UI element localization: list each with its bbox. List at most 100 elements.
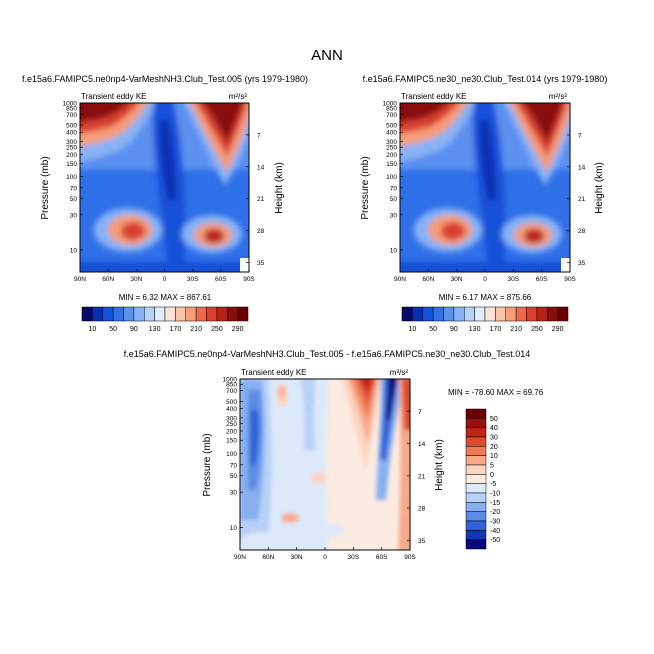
colorbar-swatch [465,446,487,456]
colorbar-swatch [237,306,249,322]
y-right-tick-label: 14 [257,164,265,171]
y-right-tick-label: 28 [257,228,265,235]
colorbar-swatch [175,306,186,322]
panel-1-ylabel: Pressure (mb) [40,156,51,219]
colorbar-label: 210 [510,326,522,333]
colorbar-label: -30 [490,519,500,526]
x-tick-label: 30N [291,554,303,561]
y-right-tick-label: 7 [578,132,582,139]
panel-1-units: m²/s² [229,92,248,101]
x-tick-label: 90N [74,276,86,283]
colorbar-swatch [465,418,487,428]
colorbar-label: 10 [88,326,96,333]
y-right-tick-label: 35 [578,260,586,267]
x-tick-label: 30S [348,554,360,561]
colorbar-swatch [515,306,527,322]
y-tick-label: 30 [230,490,238,497]
y-tick-label: 250 [226,421,237,428]
y-tick-label: 1000 [383,101,398,108]
y-tick-label: 70 [230,462,238,469]
y-tick-label: 100 [226,451,237,458]
colorbar-label: 40 [490,425,498,432]
colorbar-label: 10 [490,453,498,460]
colorbar-label: 90 [450,326,458,333]
colorbar-swatch [216,306,228,322]
colorbar-swatch [92,306,103,322]
panel-2-subtitle: Transient eddy KE [401,92,467,101]
y-tick-label: 850 [386,106,397,113]
colorbar-swatch [465,455,487,466]
panel-1-ylabel-right: Height (km) [274,162,285,214]
colorbar-label: 20 [490,444,498,451]
colorbar-swatch [465,427,487,438]
y-tick-label: 850 [66,106,77,113]
colorbar-label: 130 [469,326,481,333]
colorbar-swatch [112,306,124,322]
x-tick-label: 60S [215,276,227,283]
panel-3-field [240,379,410,550]
y-tick-label: 400 [226,406,237,413]
y-tick-label: 500 [66,123,77,130]
x-tick-label: 60N [422,276,434,283]
colorbar-label: 130 [149,326,161,333]
colorbar-swatch [443,306,455,322]
y-right-tick-label: 21 [418,473,426,480]
colorbar-swatch [123,306,135,322]
panel-3-stats: MIN = -78.60 MAX = 69.76 [448,388,544,397]
y-tick-label: 300 [226,415,237,422]
y-tick-label: 50 [390,196,398,203]
x-tick-label: 90S [564,276,576,283]
x-tick-label: 0 [163,276,167,283]
x-tick-label: 90N [394,276,406,283]
y-tick-label: 1000 [63,101,78,108]
y-tick-label: 100 [386,174,397,181]
colorbar-swatch [495,306,506,322]
colorbar-label: -15 [490,500,500,507]
panel-1-subtitle: Transient eddy KE [81,92,147,101]
colorbar-swatch [412,306,423,322]
x-tick-label: 60N [102,276,114,283]
panel-2-field [400,103,570,272]
colorbar-swatch [227,306,238,322]
x-tick-label: 0 [323,554,327,561]
colorbar-label: -50 [490,537,500,544]
y-tick-label: 1000 [223,377,238,384]
panel-3: f.e15a6.FAMIPC5.ne0np4-VarMeshNH3.Club_T… [124,349,544,561]
colorbar-label: 50 [429,326,437,333]
y-right-tick-label: 21 [578,196,586,203]
panel-2-units: m²/s² [549,92,568,101]
y-tick-label: 700 [226,388,237,395]
colorbar-label: 5 [490,463,494,470]
y-tick-label: 300 [386,139,397,146]
colorbar-swatch [465,474,487,484]
y-tick-label: 300 [66,139,77,146]
y-tick-label: 150 [226,438,237,445]
y-tick-label: 10 [390,247,398,254]
x-tick-label: 60N [262,554,274,561]
panel-2-ylabel: Pressure (mb) [360,156,371,219]
x-tick-label: 90S [404,554,416,561]
x-tick-label: 30N [130,276,142,283]
panel-2-stats: MIN = 6.17 MAX = 875.66 [439,293,532,302]
x-tick-label: 30S [508,276,520,283]
y-tick-label: 70 [70,185,78,192]
y-tick-label: 850 [226,382,237,389]
y-right-tick-label: 35 [257,260,265,267]
x-tick-label: 90S [243,276,255,283]
colorbar-swatch [484,306,496,322]
colorbar-swatch [206,306,218,322]
colorbar-swatch [465,483,487,494]
panel-2-title: f.e15a6.FAMIPC5.ne30_ne30.Club_Test.014 … [363,74,608,84]
y-right-tick-label: 14 [418,441,426,448]
colorbar-swatch [547,306,558,322]
colorbar-swatch [133,306,145,322]
colorbar-swatch [465,520,487,531]
y-tick-label: 10 [70,247,78,254]
panel-2-y-ticks-right: 35 28 21 14 7 [567,132,586,267]
colorbar-swatch [465,502,487,512]
y-right-tick-label: 28 [578,228,586,235]
